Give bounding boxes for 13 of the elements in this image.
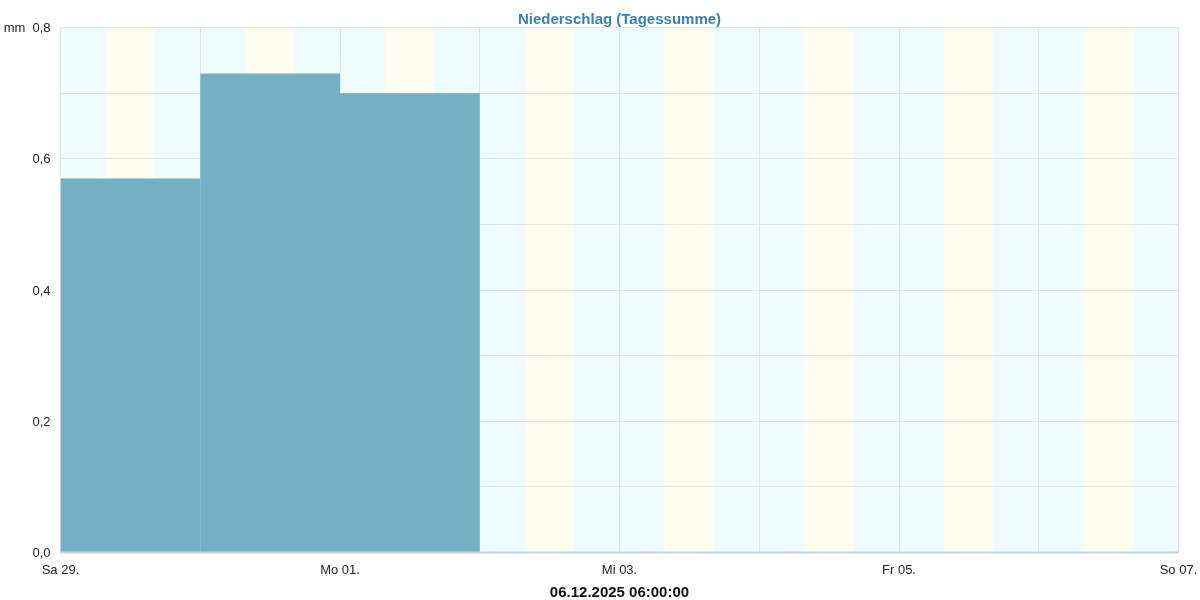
x-tick-label: Mo 01. (320, 561, 360, 577)
y-tick-label: 0,6 (32, 151, 51, 167)
y-axis-title: mm (3, 20, 26, 35)
x-tick-label: So 07. (1159, 561, 1198, 577)
y-tick-label: 0,0 (32, 545, 51, 560)
y-tick-label: 0,8 (32, 20, 51, 35)
x-tick-label: Sa 29. (41, 561, 80, 577)
chart-title: Niederschlag (Tagessumme) (517, 9, 722, 27)
text: 06.12.2025 06:00:00 (549, 582, 690, 600)
x-tick-label: Fr 05. (882, 561, 916, 577)
y-tick-label: 0,2 (32, 413, 51, 429)
y-tick-label: 0,4 (32, 282, 51, 298)
x-tick-label: Mi 03. (601, 561, 638, 577)
